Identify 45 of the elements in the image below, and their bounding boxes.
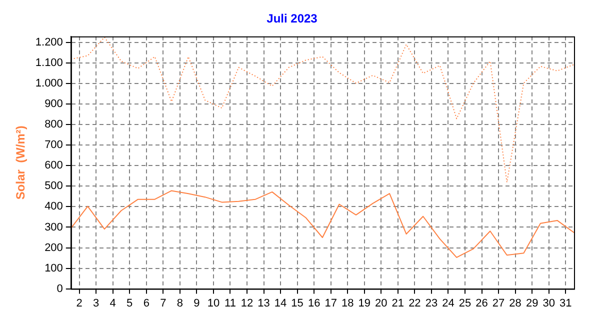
y-tick-label: 500 xyxy=(44,180,63,192)
y-tick-label: 800 xyxy=(44,118,63,131)
y-tick-label: 900 xyxy=(44,98,63,110)
y-tick-label: 1.100 xyxy=(35,57,63,70)
x-tick-label: 31 xyxy=(559,297,572,310)
y-tick-label: 100 xyxy=(44,262,63,274)
x-tick-label: 5 xyxy=(126,297,133,310)
x-tick-label: 23 xyxy=(425,297,438,310)
x-tick-label: 7 xyxy=(160,297,166,310)
y-tick-label: 400 xyxy=(44,200,63,213)
y-tick-label: 600 xyxy=(44,160,63,172)
y-axis-title: Solar (W/m²) xyxy=(14,126,28,200)
x-tick-label: 10 xyxy=(207,297,220,310)
x-tick-label: 12 xyxy=(240,297,254,310)
x-tick-label: 17 xyxy=(324,297,337,310)
x-tick-label: 28 xyxy=(509,297,522,310)
x-tick-label: 29 xyxy=(526,297,538,310)
x-tick-label: 22 xyxy=(408,297,421,310)
x-tick-label: 26 xyxy=(476,297,488,310)
x-tick-label: 4 xyxy=(110,297,116,310)
y-tick-label: 300 xyxy=(44,221,63,234)
x-tick-label: 8 xyxy=(176,297,183,310)
x-tick-label: 14 xyxy=(274,297,287,310)
x-tick-label: 6 xyxy=(143,297,150,310)
x-tick-label: 11 xyxy=(224,297,236,310)
y-tick-label: 0 xyxy=(56,282,63,295)
y-tick-label: 700 xyxy=(44,139,63,152)
x-tick-label: 27 xyxy=(492,297,505,310)
x-tick-label: 30 xyxy=(542,297,555,310)
x-tick-label: 3 xyxy=(93,297,100,310)
x-tick-label: 19 xyxy=(358,297,371,310)
x-tick-label: 15 xyxy=(291,297,304,310)
x-tick-label: 2 xyxy=(76,297,82,310)
x-tick-label: 20 xyxy=(375,297,388,310)
chart-title: Juli 2023 xyxy=(266,12,318,26)
y-tick-label: 200 xyxy=(44,242,63,254)
x-tick-label: 21 xyxy=(392,297,404,310)
x-tick-label: 9 xyxy=(194,297,200,310)
x-tick-label: 13 xyxy=(258,297,270,310)
x-tick-label: 16 xyxy=(308,297,320,310)
y-tick-label: 1.000 xyxy=(35,78,63,90)
y-tick-label: 1.200 xyxy=(35,36,63,49)
x-tick-label: 25 xyxy=(458,297,472,310)
x-tick-label: 24 xyxy=(442,297,454,310)
x-tick-label: 18 xyxy=(341,297,354,310)
